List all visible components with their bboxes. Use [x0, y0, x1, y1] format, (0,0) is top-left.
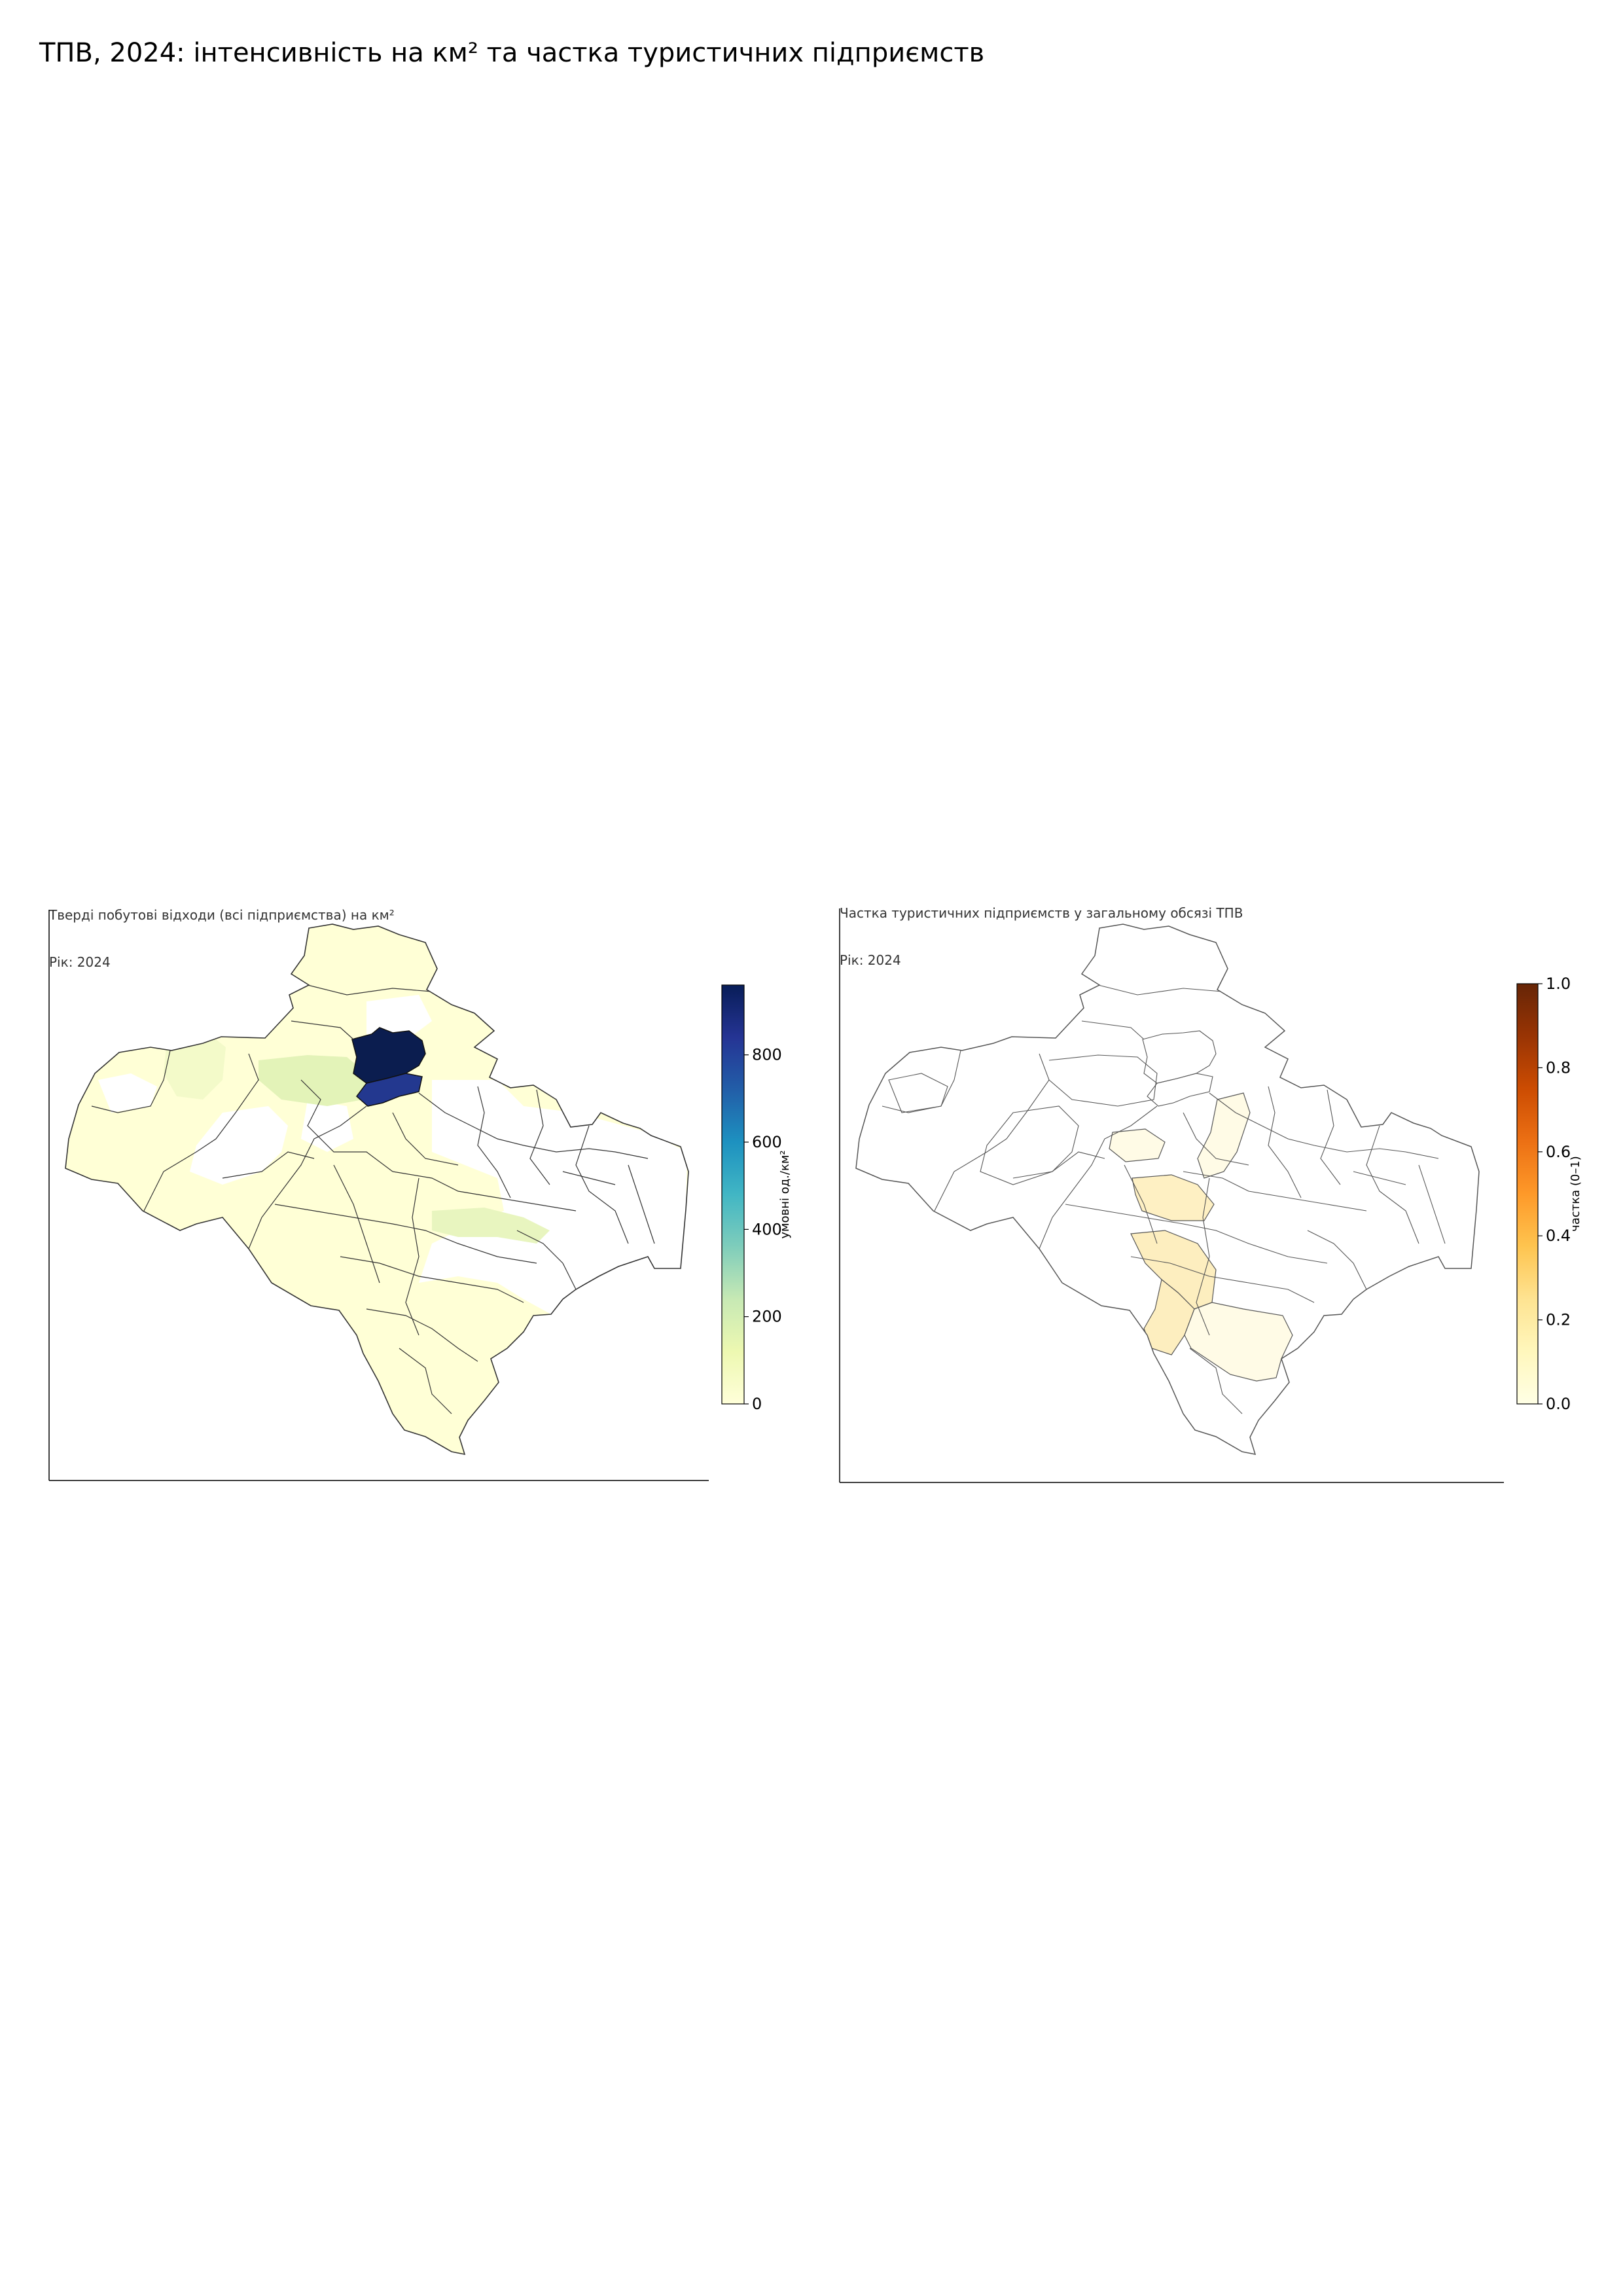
right-district-low-3: [1143, 1278, 1195, 1355]
right-map-title: Частка туристичних підприємств у загальн…: [840, 874, 1243, 984]
left-district-no-data-east: [419, 1080, 687, 1314]
right-map: 0.0 0.2 0.4 0.6 0.8 1.0 частка (0–1): [839, 908, 1582, 1483]
right-colorbar-tick-label: 0.0: [1546, 1395, 1571, 1413]
right-map-title-year: Рік: 2024: [840, 952, 901, 968]
right-district-very-low-1: [1184, 1302, 1293, 1382]
right-colorbar: [1516, 983, 1539, 1405]
left-district-mid-low-2: [432, 1208, 550, 1244]
left-map: 0 200 400 600 800 умовні од./км²: [48, 910, 792, 1481]
left-district-mid-low-1: [259, 1055, 366, 1106]
left-district-max: [351, 1027, 426, 1084]
left-district-no-data-west: [190, 1106, 288, 1185]
left-colorbar-ticks: 0 200 400 600 800: [744, 1046, 782, 1413]
right-colorbar-tick-label: 0.8: [1546, 1058, 1571, 1077]
left-colorbar: [721, 984, 745, 1405]
left-colorbar-tick-label: 0: [752, 1395, 762, 1413]
left-district-mid-low-3: [164, 1034, 226, 1100]
right-colorbar-tick-label: 0.2: [1546, 1311, 1571, 1329]
left-district-high: [355, 1073, 423, 1107]
right-district-low-1: [1132, 1174, 1215, 1221]
left-district-no-data-northwest: [98, 1073, 157, 1113]
right-district-very-low-2: [1197, 1092, 1251, 1179]
right-colorbar-ticks: 0.0 0.2 0.4 0.6 0.8 1.0: [1538, 975, 1571, 1413]
left-colorbar-tick-label: 400: [752, 1220, 782, 1238]
right-colorbar-tick-label: 0.4: [1546, 1227, 1571, 1245]
right-district-very-low-3: [1109, 1128, 1166, 1162]
left-colorbar-tick-label: 200: [752, 1308, 782, 1326]
figure-title: ТПВ, 2024: інтенсивність на км² та частк…: [39, 38, 985, 68]
left-map-title-year: Рік: 2024: [49, 954, 111, 970]
right-colorbar-tick-label: 1.0: [1546, 975, 1571, 993]
left-map-title-line1: Тверді побутові відходи (всі підприємств…: [49, 907, 395, 923]
left-colorbar-tick-label: 800: [752, 1046, 782, 1064]
right-colorbar-tick-label: 0.6: [1546, 1143, 1571, 1161]
left-colorbar-label: умовні од./км²: [778, 1150, 792, 1238]
right-map-internal-borders: [882, 984, 1446, 1414]
left-colorbar-tick-label: 600: [752, 1133, 782, 1151]
left-map-internal-borders: [91, 984, 655, 1414]
right-map-title-line1: Частка туристичних підприємств у загальн…: [840, 905, 1243, 921]
left-map-title: Тверді побутові відходи (всі підприємств…: [49, 876, 395, 986]
right-colorbar-label: частка (0–1): [1569, 1156, 1582, 1232]
